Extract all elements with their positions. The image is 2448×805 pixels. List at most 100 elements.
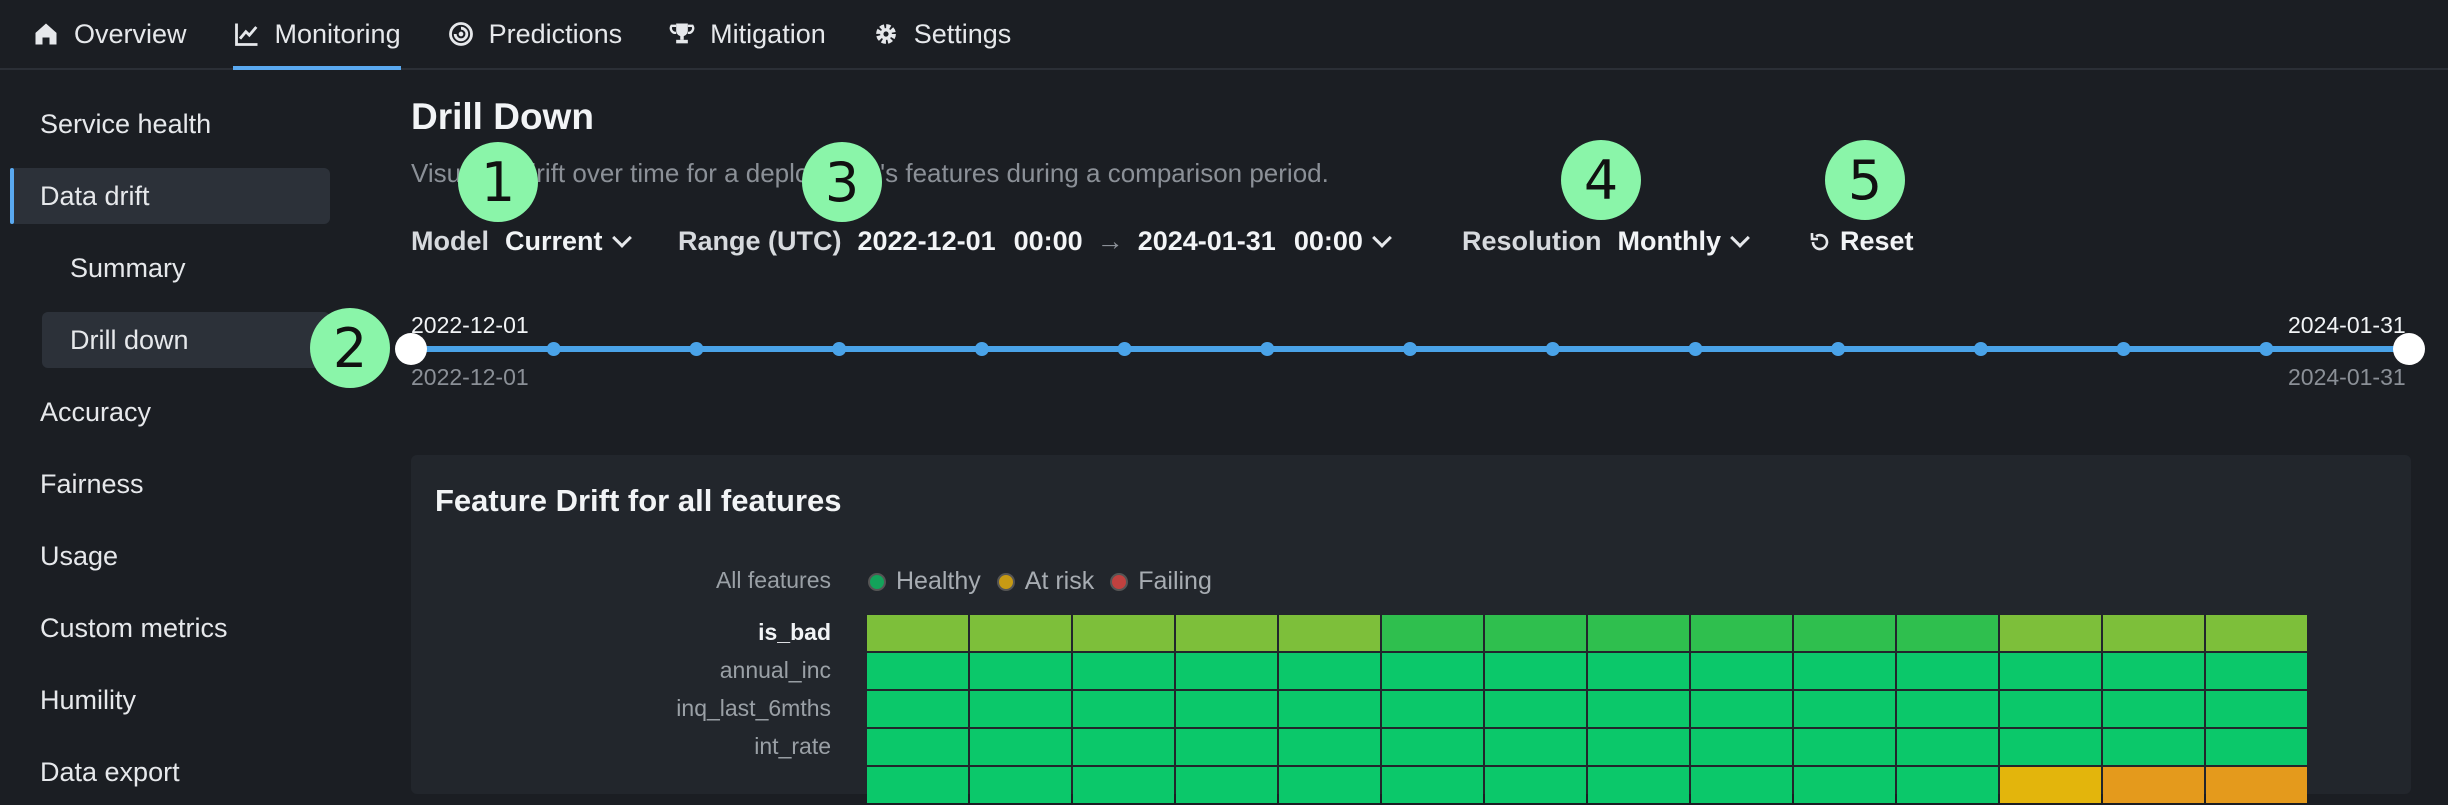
heatmap-cell[interactable] (1073, 729, 1174, 765)
heatmap-cell[interactable] (970, 767, 1071, 803)
sidebar-item-label: Custom metrics (40, 612, 228, 643)
heatmap-cell[interactable] (2000, 615, 2101, 651)
heatmap-cell[interactable] (1897, 767, 1998, 803)
heatmap-cell[interactable] (1073, 615, 1174, 651)
heatmap-cell[interactable] (2103, 653, 2204, 689)
range-selector[interactable]: Range (UTC) 2022-12-01 00:00 → 2024-01-3… (678, 226, 1392, 257)
heatmap-cell[interactable] (2206, 767, 2307, 803)
heatmap-cell[interactable] (2000, 691, 2101, 727)
tab-settings[interactable]: Settings (872, 0, 1011, 68)
sidebar-item-custom-metrics[interactable]: Custom metrics (10, 600, 330, 656)
heatmap-cell[interactable] (1176, 691, 1277, 727)
heatmap-cell[interactable] (1073, 767, 1174, 803)
sidebar-item-humility[interactable]: Humility (10, 672, 330, 728)
heatmap-cell[interactable] (1073, 653, 1174, 689)
heatmap-cell[interactable] (2103, 729, 2204, 765)
heatmap-cell[interactable] (1588, 615, 1689, 651)
heatmap-cell[interactable] (867, 729, 968, 765)
heatmap-cell[interactable] (1588, 729, 1689, 765)
heatmap-cell[interactable] (1691, 767, 1792, 803)
heatmap-cell[interactable] (1382, 653, 1483, 689)
heatmap-cell[interactable] (867, 615, 968, 651)
heatmap-cell[interactable] (1588, 691, 1689, 727)
heatmap-cell[interactable] (970, 729, 1071, 765)
heatmap-cell[interactable] (1794, 729, 1895, 765)
heatmap-cell[interactable] (867, 653, 968, 689)
heatmap-cell[interactable] (1897, 729, 1998, 765)
resolution-selector[interactable]: Resolution Monthly (1462, 226, 1750, 257)
sidebar-item-data-export[interactable]: Data export (10, 744, 330, 800)
heatmap-cell[interactable] (1279, 767, 1380, 803)
heatmap-cell[interactable] (1279, 615, 1380, 651)
gear-icon (872, 20, 900, 48)
heatmap-cell[interactable] (1382, 729, 1483, 765)
heatmap-cell[interactable] (1897, 653, 1998, 689)
heatmap-cell[interactable] (1485, 691, 1586, 727)
heatmap-cell[interactable] (970, 691, 1071, 727)
sidebar-item-label: Drill down (70, 324, 189, 355)
timeline-start-handle[interactable] (395, 333, 427, 365)
timeline-slider[interactable] (390, 320, 2430, 380)
heatmap-cell[interactable] (2000, 729, 2101, 765)
heatmap-cell[interactable] (2000, 767, 2101, 803)
heatmap-cell[interactable] (1794, 691, 1895, 727)
heatmap-cell[interactable] (1279, 653, 1380, 689)
reset-button[interactable]: Reset (1808, 226, 1914, 257)
heatmap-cell[interactable] (2103, 767, 2204, 803)
card-title: Feature Drift for all features (435, 483, 842, 518)
model-selector[interactable]: Model Current (411, 226, 632, 257)
heatmap-cell[interactable] (1279, 691, 1380, 727)
heatmap-cell[interactable] (1794, 767, 1895, 803)
heatmap-cell[interactable] (970, 653, 1071, 689)
heatmap-cell[interactable] (2000, 653, 2101, 689)
tab-monitoring[interactable]: Monitoring (232, 0, 401, 70)
heatmap-cell[interactable] (1485, 729, 1586, 765)
timeline-tick (689, 342, 704, 356)
sidebar-item-usage[interactable]: Usage (10, 528, 330, 584)
heatmap-cell[interactable] (1691, 653, 1792, 689)
sidebar-item-label: Usage (40, 540, 119, 571)
heatmap-cell[interactable] (1897, 615, 1998, 651)
heatmap-cell[interactable] (2103, 615, 2204, 651)
sidebar-item-drill-down[interactable]: Drill down (42, 312, 330, 368)
heatmap-cell[interactable] (1176, 615, 1277, 651)
tab-predictions[interactable]: Predictions (447, 0, 622, 68)
heatmap-cell[interactable] (2103, 691, 2204, 727)
heatmap-cell[interactable] (1691, 615, 1792, 651)
heatmap-cell[interactable] (1176, 729, 1277, 765)
heatmap-cell[interactable] (1588, 653, 1689, 689)
heatmap-cell[interactable] (1897, 691, 1998, 727)
sidebar-item-data-drift[interactable]: Data drift (10, 168, 330, 224)
sidebar-item-label: Accuracy (40, 396, 152, 427)
heatmap-cell[interactable] (970, 615, 1071, 651)
chevron-down-icon (611, 227, 632, 248)
heatmap-cell[interactable] (1691, 691, 1792, 727)
heatmap-cell[interactable] (2206, 691, 2307, 727)
sidebar-item-summary[interactable]: Summary (42, 240, 330, 296)
tab-overview[interactable]: Overview (32, 0, 187, 68)
sidebar-item-service-health[interactable]: Service health (10, 96, 330, 152)
heatmap-cell[interactable] (2206, 653, 2307, 689)
heatmap-cell[interactable] (1485, 767, 1586, 803)
heatmap-cell[interactable] (2206, 729, 2307, 765)
heatmap-cell[interactable] (1691, 729, 1792, 765)
tab-mitigation[interactable]: Mitigation (668, 0, 826, 68)
heatmap-cell[interactable] (1176, 653, 1277, 689)
heatmap-cell[interactable] (1485, 615, 1586, 651)
heatmap-cell[interactable] (867, 691, 968, 727)
heatmap-cell[interactable] (1073, 691, 1174, 727)
sidebar-item-accuracy[interactable]: Accuracy (10, 384, 330, 440)
heatmap-cell[interactable] (1176, 767, 1277, 803)
timeline-end-handle[interactable] (2393, 333, 2425, 365)
heatmap-cell[interactable] (1794, 615, 1895, 651)
heatmap-cell[interactable] (867, 767, 968, 803)
heatmap-cell[interactable] (1485, 653, 1586, 689)
heatmap-cell[interactable] (1588, 767, 1689, 803)
heatmap-cell[interactable] (1382, 615, 1483, 651)
heatmap-cell[interactable] (1382, 767, 1483, 803)
heatmap-cell[interactable] (1382, 691, 1483, 727)
heatmap-cell[interactable] (1279, 729, 1380, 765)
sidebar-item-fairness[interactable]: Fairness (10, 456, 330, 512)
heatmap-cell[interactable] (2206, 615, 2307, 651)
heatmap-cell[interactable] (1794, 653, 1895, 689)
